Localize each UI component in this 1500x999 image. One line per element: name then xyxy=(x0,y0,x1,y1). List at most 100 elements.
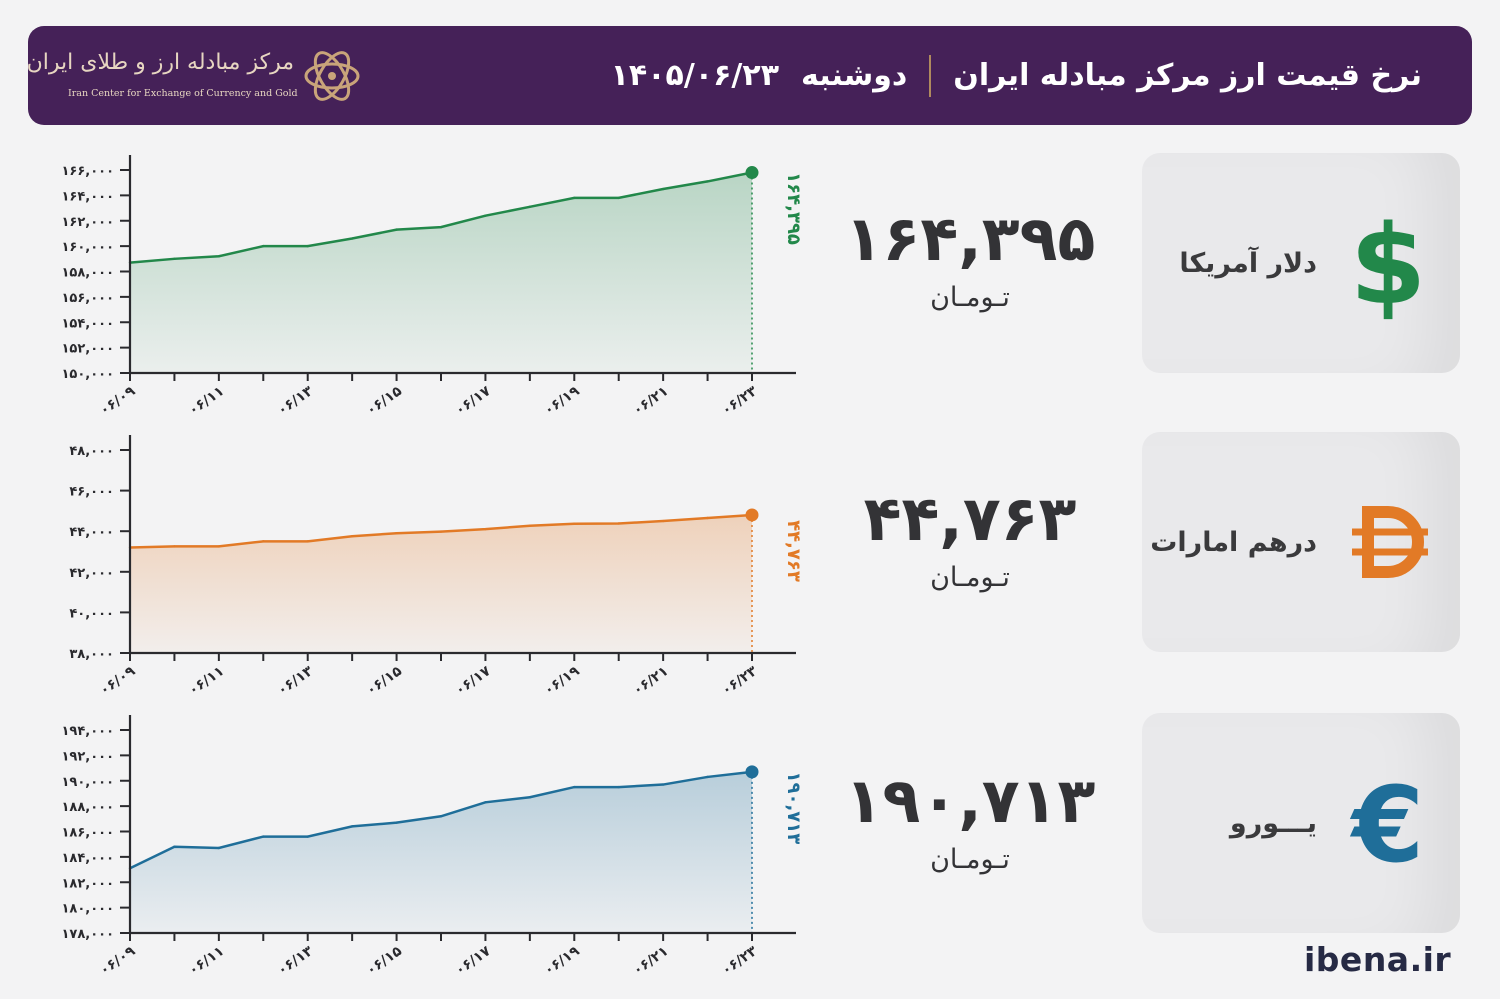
euro-y-tick-label: ۱۸۲,۰۰۰ xyxy=(61,876,114,891)
euro-unit: تـومـان xyxy=(930,844,1010,875)
dirham-data-point xyxy=(484,527,487,531)
dollar-data-point xyxy=(528,205,532,208)
dirham-data-point xyxy=(528,524,532,527)
dollar-data-point xyxy=(706,180,709,183)
dollar-x-tick-label: ۰۶/۰۹ xyxy=(97,383,139,419)
header-title-group: نرخ قیمت ارز مرکز مبادله ایران دوشنبه ۱۴… xyxy=(611,26,1422,125)
euro-name: یـــورو xyxy=(1229,807,1317,839)
euro-data-point xyxy=(439,815,443,818)
dollar-data-point xyxy=(617,196,620,200)
dollar-data-point xyxy=(306,244,309,248)
dirham-y-tick-label: ۴۴,۰۰۰ xyxy=(69,525,114,540)
dollar-data-point xyxy=(217,255,221,258)
dollar-data-point xyxy=(439,225,443,229)
dirham-last-value-label: ۴۴,۷۶۳ xyxy=(783,520,804,582)
dollar-data-point xyxy=(262,244,265,248)
dollar-y-tick-label: ۱۵۶,۰۰۰ xyxy=(61,291,114,306)
dollar-last-point xyxy=(745,166,759,180)
euro-data-point xyxy=(661,783,665,786)
dollar-x-tick-label: ۰۶/۱۱ xyxy=(186,383,227,419)
euro-y-tick-label: ۱۸۶,۰۰۰ xyxy=(61,826,114,841)
euro-y-tick-label: ۱۸۸,۰۰۰ xyxy=(61,800,114,815)
dirham-data-point xyxy=(617,522,620,525)
dollar-x-tick-label: ۰۶/۱۳ xyxy=(275,383,317,419)
dollar-x-tick-label: ۰۶/۲۳ xyxy=(719,383,761,419)
dollar-y-tick-label: ۱۵۰,۰۰۰ xyxy=(61,367,114,382)
euro-data-point xyxy=(395,821,398,824)
dollar-data-point xyxy=(573,196,576,200)
euro-data-point xyxy=(173,845,176,848)
dirham-value-block: ۴۴,۷۶۳ تـومـان xyxy=(830,482,1110,594)
euro-x-tick-label: ۰۶/۱۳ xyxy=(275,943,317,979)
dollar-y-tick-label: ۱۵۴,۰۰۰ xyxy=(61,316,114,331)
dirham-data-point xyxy=(350,535,354,538)
euro-card: € یـــورو xyxy=(1142,713,1460,933)
dollar-y-tick-label: ۱۶۲,۰۰۰ xyxy=(61,215,114,230)
dirham-data-point xyxy=(439,530,443,533)
dirham-data-point xyxy=(306,540,309,543)
dollar-y-tick-label: ۱۵۸,۰۰۰ xyxy=(61,266,114,281)
euro-y-tick-label: ۱۸۴,۰۰۰ xyxy=(61,851,114,866)
dirham-x-tick-label: ۰۶/۱۱ xyxy=(186,663,227,699)
dirham-data-point xyxy=(395,532,398,535)
dollar-x-tick-label: ۰۶/۱۵ xyxy=(363,383,405,419)
page-title: نرخ قیمت ارز مرکز مبادله ایران xyxy=(953,58,1422,93)
dollar-y-tick-label: ۱۶۶,۰۰۰ xyxy=(61,164,114,179)
dollar-unit: تـومـان xyxy=(930,282,1010,313)
euro-x-tick-label: ۰۶/۱۷ xyxy=(452,943,494,979)
dollar-y-tick-label: ۱۶۴,۰۰۰ xyxy=(61,189,114,204)
euro-price: ۱۹۰,۷۱۳ xyxy=(844,764,1096,837)
dirham-x-tick-label: ۰۶/۱۵ xyxy=(363,663,405,699)
dirham-y-tick-label: ۴۲,۰۰۰ xyxy=(69,566,114,581)
dirham-data-point xyxy=(661,519,665,523)
logo: مرکز مبادله ارز و طلای ایران Iran Center… xyxy=(27,44,368,108)
header-banner: مرکز مبادله ارز و طلای ایران Iran Center… xyxy=(27,26,1472,125)
euro-area-fill xyxy=(130,771,752,933)
dollar-data-point xyxy=(173,257,176,261)
day-name: دوشنبه xyxy=(801,58,908,93)
dirham-price: ۴۴,۷۶۳ xyxy=(863,482,1077,555)
euro-x-tick-label: ۰۶/۲۱ xyxy=(630,943,671,979)
dirham-chart: ۴۴,۷۶۳ ۳۸,۰۰۰ ۴۰,۰۰۰ ۴۲,۰۰۰ ۴۴,۰۰۰ ۴۶,۰۰۰ ۴۸,۰… xyxy=(69,435,804,699)
dirham-data-point xyxy=(217,545,221,548)
euro-y-tick-label: ۱۸۰,۰۰۰ xyxy=(61,902,114,917)
euro-value-block: ۱۹۰,۷۱۳ تـومـان xyxy=(830,764,1110,876)
dirham-y-tick-label: ۴۶,۰۰۰ xyxy=(69,485,114,500)
euro-x-tick-label: ۰۶/۲۳ xyxy=(719,943,761,979)
euro-last-value-label: ۱۹۰,۷۱۳ xyxy=(783,771,804,844)
dollar-sign-icon: $ xyxy=(1350,203,1427,323)
euro-data-point xyxy=(306,835,309,838)
dirham-x-tick-label: ۰۶/۲۳ xyxy=(719,663,761,699)
dirham-area-fill xyxy=(130,514,752,653)
euro-y-tick-label: ۱۹۲,۰۰۰ xyxy=(61,749,114,764)
dollar-chart: ۱۶۴,۳۹۵ ۱۵۰,۰۰۰ ۱۵۲,۰۰۰ ۱۵۴,۰۰۰ ۱۵۶,۰۰۰ ۱۵۸,۰… xyxy=(61,155,804,419)
dirham-x-tick-label: ۰۶/۱۹ xyxy=(541,663,583,699)
euro-x-tick-label: ۰۶/۱۱ xyxy=(186,943,227,979)
euro-y-tick-label: ۱۷۸,۰۰۰ xyxy=(61,927,114,942)
dollar-data-point xyxy=(661,187,665,191)
euro-data-point xyxy=(262,835,265,838)
dollar-x-tick-label: ۰۶/۱۷ xyxy=(452,383,494,419)
euro-y-tick-label: ۱۹۴,۰۰۰ xyxy=(61,724,114,739)
dirham-y-tick-label: ۴۸,۰۰۰ xyxy=(69,444,114,459)
dirham-x-tick-label: ۰۶/۲۱ xyxy=(630,663,671,699)
dollar-x-tick-label: ۰۶/۲۱ xyxy=(630,383,671,419)
dollar-data-point xyxy=(395,228,398,231)
svg-text:$: $ xyxy=(1350,203,1427,323)
dirham-x-tick-label: ۰۶/۱۳ xyxy=(275,663,317,699)
dirham-y-tick-label: ۴۰,۰۰۰ xyxy=(69,606,114,621)
euro-x-tick-label: ۰۶/۰۹ xyxy=(97,943,139,979)
date: ۱۴۰۵/۰۶/۲۳ xyxy=(610,58,780,93)
euro-chart: ۱۹۰,۷۱۳ ۱۷۸,۰۰۰ ۱۸۰,۰۰۰ ۱۸۲,۰۰۰ ۱۸۴,۰۰۰ ۱۸۶,۰… xyxy=(61,715,804,979)
dollar-area-fill xyxy=(130,172,752,373)
dirham-sign-icon xyxy=(1352,506,1428,578)
svg-text:€: € xyxy=(1350,764,1424,883)
dirham-data-point xyxy=(173,545,176,548)
euro-data-point xyxy=(217,846,221,850)
euro-data-point xyxy=(617,785,620,789)
dirham-y-tick-label: ۳۸,۰۰۰ xyxy=(69,647,114,662)
site-logo: ibena.ir xyxy=(1304,940,1452,979)
logo-emblem-icon xyxy=(304,51,360,101)
euro-y-tick-label: ۱۹۰,۰۰۰ xyxy=(61,775,114,790)
euro-sign-icon: € xyxy=(1350,764,1424,883)
